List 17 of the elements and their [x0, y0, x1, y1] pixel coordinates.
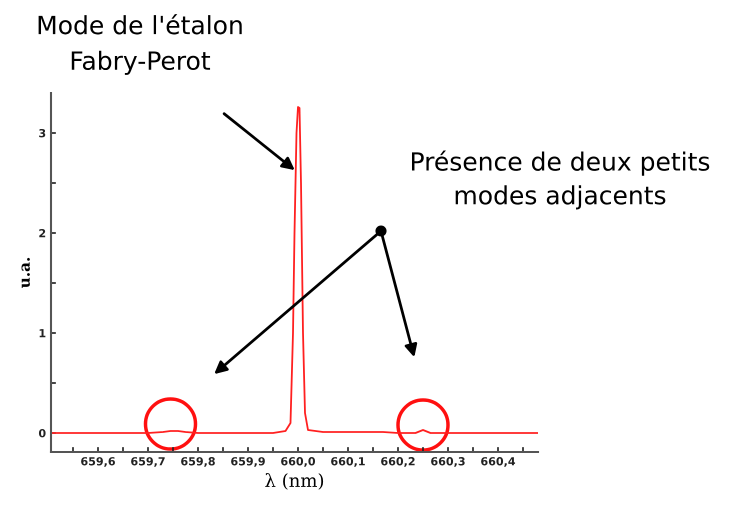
y-tick-label: 0	[38, 428, 46, 438]
x-tick-label: 660,1	[331, 457, 365, 467]
x-tick-label: 660,2	[381, 457, 415, 467]
x-tick-label: 660,3	[431, 457, 465, 467]
x-tick-label: 660,4	[481, 457, 516, 467]
x-axis-title: λ (nm)	[265, 473, 324, 490]
y-tick-label: 1	[40, 329, 46, 338]
x-tick-label: 660,0	[281, 457, 316, 467]
y-axis-title: u.a.	[22, 258, 30, 288]
y-tick-label: 2	[39, 228, 46, 238]
x-tick-label: 659,6	[81, 457, 115, 467]
y-tick-label: 3	[39, 128, 46, 138]
x-tick-label: 659,9	[231, 457, 265, 467]
x-tick-label: 659,8	[181, 457, 215, 467]
text: Mode de l'étalon Fabry-Perot	[38, 14, 242, 75]
x-tick-label: 659,7	[131, 457, 165, 467]
annotation: Présence de deux petits modes adjacents	[412, 150, 710, 210]
